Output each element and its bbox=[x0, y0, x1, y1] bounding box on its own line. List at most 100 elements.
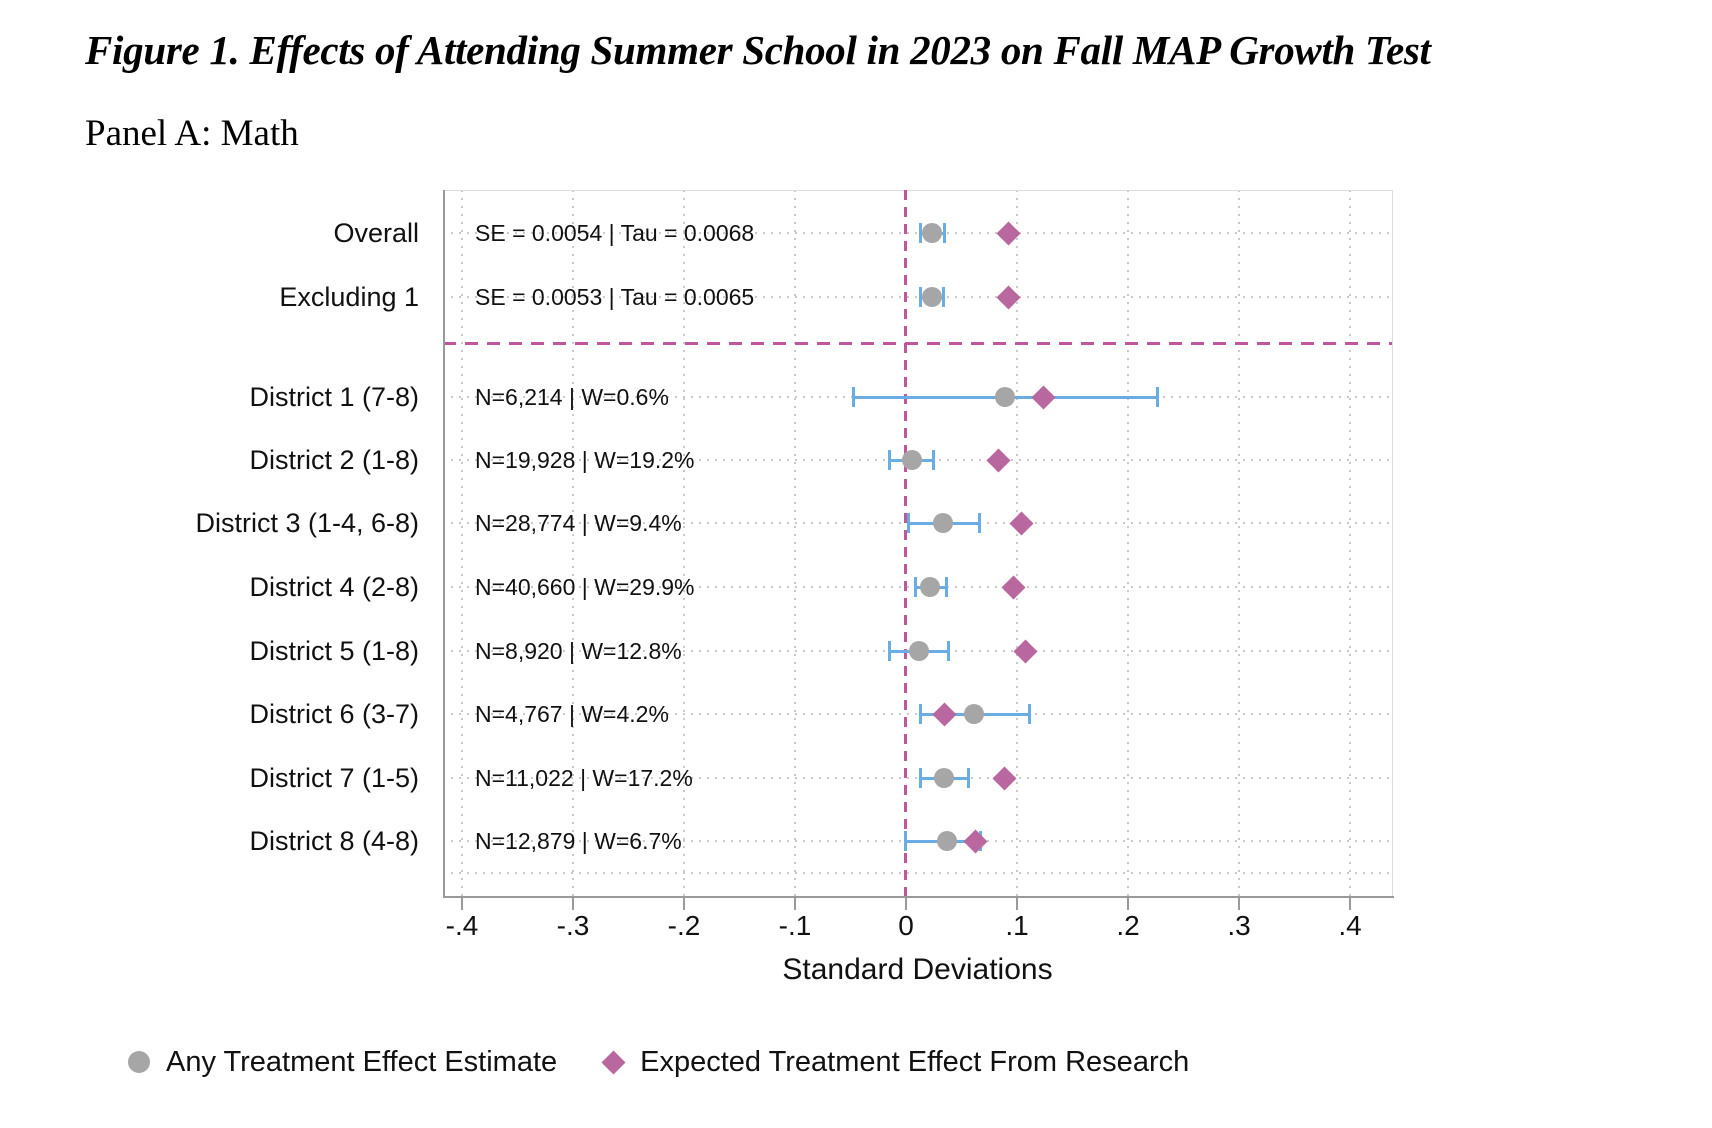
row-label: District 6 (3-7) bbox=[249, 699, 419, 729]
expected-point bbox=[986, 448, 1011, 473]
row-annotation: N=11,022 | W=17.2% bbox=[475, 765, 693, 791]
expected-point bbox=[992, 766, 1017, 791]
row-annotation: N=4,767 | W=4.2% bbox=[475, 701, 669, 727]
x-tick-label: .3 bbox=[1227, 910, 1251, 941]
x-axis-title: Standard Deviations bbox=[782, 953, 1053, 986]
panel-label: Panel A: Math bbox=[85, 113, 299, 154]
x-tick-label: .1 bbox=[1005, 910, 1029, 941]
zero-reference-line bbox=[904, 190, 907, 896]
plot-frame-right bbox=[1392, 190, 1393, 896]
row-label: Excluding 1 bbox=[279, 282, 419, 312]
expected-point bbox=[1001, 575, 1026, 600]
vertical-gridline bbox=[1127, 190, 1129, 896]
ci-cap-left bbox=[913, 577, 917, 597]
ci-cap-left bbox=[919, 287, 923, 307]
row-label: Overall bbox=[333, 218, 419, 248]
legend-item-expected: Expected Treatment Effect From Research bbox=[601, 1045, 1190, 1079]
row-annotation: SE = 0.0054 | Tau = 0.0068 bbox=[475, 220, 755, 246]
estimate-point bbox=[932, 513, 953, 533]
x-axis-tick bbox=[1238, 898, 1240, 910]
ci-cap-right bbox=[944, 577, 948, 597]
x-axis-tick bbox=[461, 898, 463, 910]
ci-cap-left bbox=[903, 831, 907, 851]
diamond-marker-icon bbox=[601, 1049, 626, 1075]
x-tick-label: .4 bbox=[1338, 910, 1362, 941]
row-annotation: N=12,879 | W=6.7% bbox=[475, 828, 682, 854]
ci-cap-left bbox=[888, 641, 892, 661]
legend-label-estimate: Any Treatment Effect Estimate bbox=[166, 1045, 558, 1078]
x-tick-label: 0 bbox=[898, 910, 914, 941]
ci-cap-left bbox=[907, 513, 911, 533]
x-axis-tick bbox=[905, 898, 907, 910]
legend: Any Treatment Effect Estimate Expected T… bbox=[128, 1040, 1189, 1084]
row-gridline bbox=[443, 713, 1392, 715]
vertical-gridline bbox=[1349, 190, 1351, 896]
ci-cap-left bbox=[888, 450, 892, 470]
x-axis-tick bbox=[1127, 898, 1129, 910]
x-tick-label: -.2 bbox=[667, 910, 701, 941]
legend-item-estimate: Any Treatment Effect Estimate bbox=[128, 1046, 557, 1079]
row-label: District 8 (4-8) bbox=[249, 826, 419, 856]
x-axis-line bbox=[443, 896, 1394, 898]
row-annotation: N=6,214 | W=0.6% bbox=[475, 384, 669, 410]
ci-cap-right bbox=[931, 450, 935, 470]
estimate-point bbox=[937, 831, 958, 851]
expected-point bbox=[963, 829, 988, 854]
row-annotation: N=19,928 | W=19.2% bbox=[475, 447, 695, 473]
plot-frame-top bbox=[443, 190, 1392, 191]
ci-cap-right bbox=[1028, 704, 1032, 724]
estimate-point bbox=[994, 387, 1015, 407]
ci-cap-right bbox=[1155, 387, 1159, 407]
x-axis-tick bbox=[1016, 898, 1018, 910]
ci-cap-left bbox=[851, 387, 855, 407]
x-tick-label: -.1 bbox=[778, 910, 812, 941]
x-axis-tick bbox=[1349, 898, 1351, 910]
x-tick-label: -.4 bbox=[445, 910, 479, 941]
ci-cap-right bbox=[947, 641, 951, 661]
row-label: District 7 (1-5) bbox=[249, 763, 419, 793]
row-annotation: N=8,920 | W=12.8% bbox=[475, 638, 682, 664]
row-label: District 1 (7-8) bbox=[249, 382, 419, 412]
vertical-gridline bbox=[1238, 190, 1240, 896]
row-gridline bbox=[443, 296, 1392, 298]
estimate-point bbox=[901, 450, 922, 470]
row-gridline bbox=[443, 777, 1392, 779]
estimate-point bbox=[909, 641, 930, 661]
x-axis-tick bbox=[572, 898, 574, 910]
expected-point bbox=[1009, 511, 1034, 536]
ci-cap-right bbox=[967, 768, 971, 788]
estimate-point bbox=[920, 577, 941, 597]
x-tick-label: .2 bbox=[1116, 910, 1140, 941]
figure-title: Figure 1. Effects of Attending Summer Sc… bbox=[85, 27, 1431, 73]
vertical-gridline bbox=[572, 190, 574, 896]
expected-point bbox=[932, 702, 957, 727]
circle-marker-icon bbox=[128, 1051, 150, 1073]
ci-cap-left bbox=[919, 768, 923, 788]
row-label: District 5 (1-8) bbox=[249, 636, 419, 666]
ci-cap-left bbox=[919, 223, 923, 243]
x-axis-tick bbox=[794, 898, 796, 910]
estimate-point bbox=[963, 704, 984, 724]
ci-cap-right bbox=[941, 287, 945, 307]
row-label: District 3 (1-4, 6-8) bbox=[195, 508, 419, 538]
legend-label-expected: Expected Treatment Effect From Research bbox=[640, 1045, 1190, 1078]
row-annotation: SE = 0.0053 | Tau = 0.0065 bbox=[475, 284, 755, 310]
estimate-point bbox=[921, 223, 942, 243]
row-annotation: N=28,774 | W=9.4% bbox=[475, 510, 682, 536]
row-annotation: N=40,660 | W=29.9% bbox=[475, 574, 695, 600]
row-gridline bbox=[443, 232, 1392, 234]
row-label: District 2 (1-8) bbox=[249, 445, 419, 475]
y-axis-line bbox=[443, 190, 445, 896]
row-label: District 4 (2-8) bbox=[249, 572, 419, 602]
expected-point bbox=[1030, 385, 1056, 410]
ci-cap-right bbox=[978, 513, 982, 533]
row-gridline bbox=[443, 872, 1392, 874]
estimate-point bbox=[921, 287, 942, 307]
vertical-gridline bbox=[461, 190, 463, 896]
x-tick-label: -.3 bbox=[556, 910, 590, 941]
vertical-gridline bbox=[683, 190, 685, 896]
ci-cap-right bbox=[942, 223, 946, 243]
estimate-point bbox=[933, 768, 954, 788]
ci-cap-left bbox=[919, 704, 923, 724]
